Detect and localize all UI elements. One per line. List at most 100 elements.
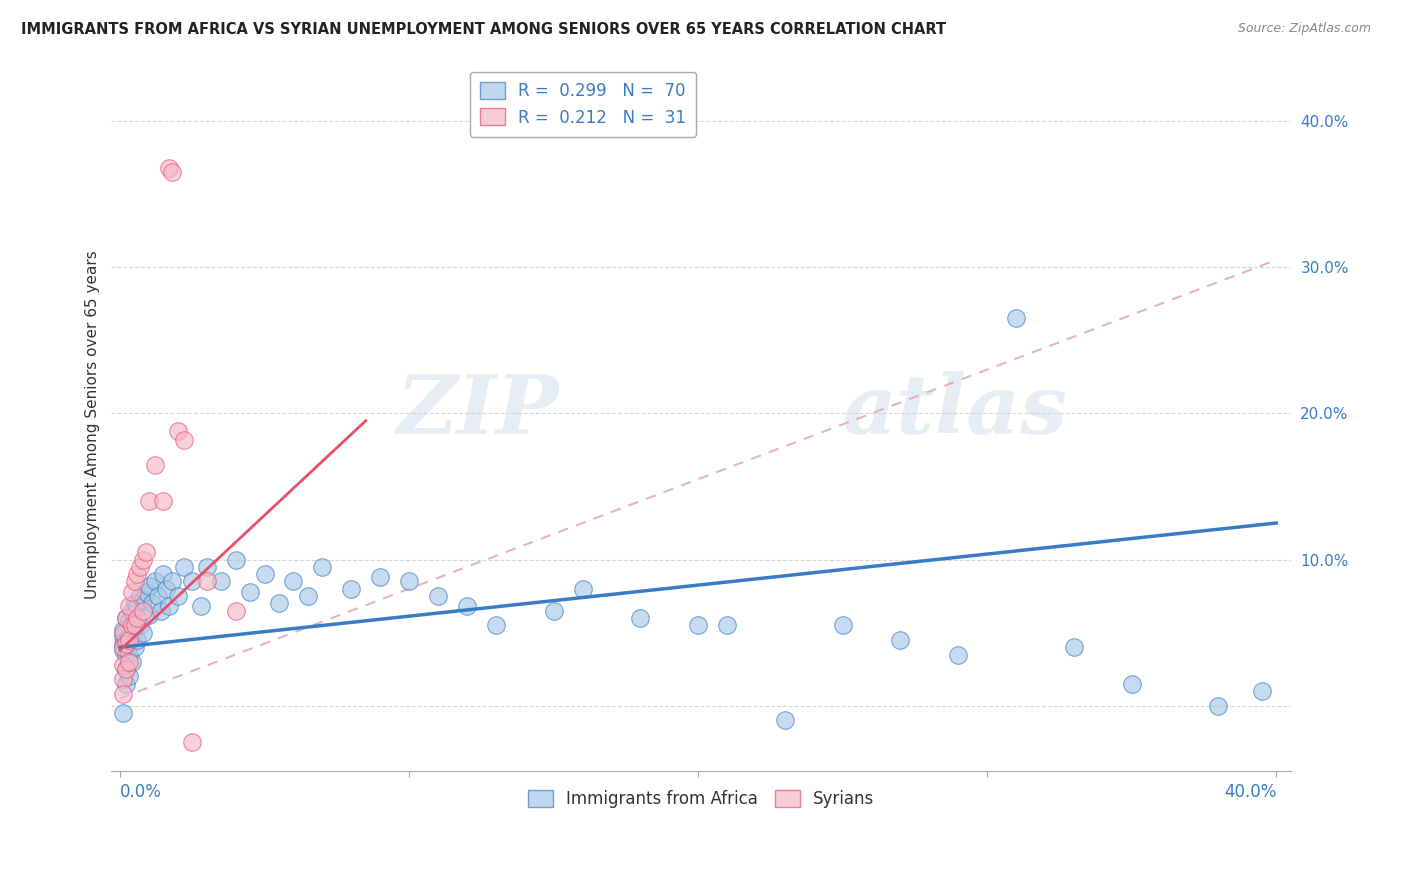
- Point: [948, 648, 970, 662]
- Point: [688, 618, 710, 632]
- Point: [143, 574, 166, 589]
- Point: [340, 582, 363, 596]
- Point: [152, 494, 174, 508]
- Point: [111, 657, 134, 672]
- Point: [1063, 640, 1085, 655]
- Point: [118, 655, 141, 669]
- Point: [115, 611, 138, 625]
- Point: [127, 567, 149, 582]
- Point: [121, 618, 143, 632]
- Point: [111, 673, 134, 687]
- Point: [121, 625, 143, 640]
- Point: [111, 637, 134, 651]
- Point: [1005, 311, 1028, 326]
- Point: [124, 618, 146, 632]
- Point: [124, 596, 146, 610]
- Point: [121, 584, 143, 599]
- Point: [1250, 684, 1272, 698]
- Point: [167, 589, 190, 603]
- Point: [118, 669, 141, 683]
- Legend: Immigrants from Africa, Syrians: Immigrants from Africa, Syrians: [522, 783, 882, 815]
- Point: [138, 608, 160, 623]
- Point: [121, 604, 143, 618]
- Point: [253, 567, 276, 582]
- Point: [181, 574, 204, 589]
- Point: [283, 574, 305, 589]
- Point: [115, 662, 138, 676]
- Point: [129, 559, 152, 574]
- Point: [195, 559, 218, 574]
- Point: [225, 552, 247, 566]
- Point: [115, 662, 138, 676]
- Point: [1208, 698, 1230, 713]
- Point: [398, 574, 420, 589]
- Text: Source: ZipAtlas.com: Source: ZipAtlas.com: [1237, 22, 1371, 36]
- Point: [571, 582, 593, 596]
- Point: [115, 648, 138, 662]
- Point: [146, 589, 169, 603]
- Point: [1121, 677, 1143, 691]
- Point: [160, 574, 183, 589]
- Point: [115, 677, 138, 691]
- Point: [239, 584, 262, 599]
- Point: [118, 628, 141, 642]
- Point: [716, 618, 738, 632]
- Point: [195, 574, 218, 589]
- Point: [129, 589, 152, 603]
- Point: [111, 643, 134, 657]
- Point: [456, 599, 478, 614]
- Point: [135, 545, 157, 559]
- Point: [124, 574, 146, 589]
- Point: [149, 604, 172, 618]
- Point: [135, 584, 157, 599]
- Point: [132, 593, 155, 607]
- Point: [132, 552, 155, 566]
- Point: [132, 604, 155, 618]
- Point: [225, 604, 247, 618]
- Point: [543, 604, 565, 618]
- Text: 40.0%: 40.0%: [1223, 783, 1277, 801]
- Point: [173, 559, 195, 574]
- Point: [157, 161, 180, 175]
- Point: [132, 625, 155, 640]
- Point: [773, 713, 796, 727]
- Point: [127, 599, 149, 614]
- Point: [111, 640, 134, 655]
- Point: [167, 424, 190, 438]
- Y-axis label: Unemployment Among Seniors over 65 years: Unemployment Among Seniors over 65 years: [86, 250, 100, 599]
- Point: [124, 640, 146, 655]
- Point: [138, 579, 160, 593]
- Point: [155, 582, 177, 596]
- Point: [138, 494, 160, 508]
- Point: [118, 648, 141, 662]
- Text: ZIP: ZIP: [396, 370, 560, 450]
- Point: [181, 735, 204, 749]
- Point: [297, 589, 319, 603]
- Point: [118, 614, 141, 628]
- Point: [124, 618, 146, 632]
- Point: [831, 618, 853, 632]
- Text: atlas: atlas: [842, 370, 1067, 450]
- Point: [143, 458, 166, 472]
- Point: [129, 618, 152, 632]
- Text: IMMIGRANTS FROM AFRICA VS SYRIAN UNEMPLOYMENT AMONG SENIORS OVER 65 YEARS CORREL: IMMIGRANTS FROM AFRICA VS SYRIAN UNEMPLO…: [21, 22, 946, 37]
- Point: [127, 632, 149, 647]
- Point: [628, 611, 651, 625]
- Point: [190, 599, 212, 614]
- Point: [111, 625, 134, 640]
- Point: [209, 574, 232, 589]
- Point: [889, 632, 911, 647]
- Point: [368, 570, 391, 584]
- Point: [111, 687, 134, 701]
- Point: [173, 433, 195, 447]
- Point: [160, 165, 183, 179]
- Point: [427, 589, 450, 603]
- Point: [141, 596, 163, 610]
- Point: [115, 611, 138, 625]
- Point: [111, 628, 134, 642]
- Point: [127, 611, 149, 625]
- Point: [157, 599, 180, 614]
- Point: [121, 655, 143, 669]
- Point: [118, 632, 141, 647]
- Point: [311, 559, 333, 574]
